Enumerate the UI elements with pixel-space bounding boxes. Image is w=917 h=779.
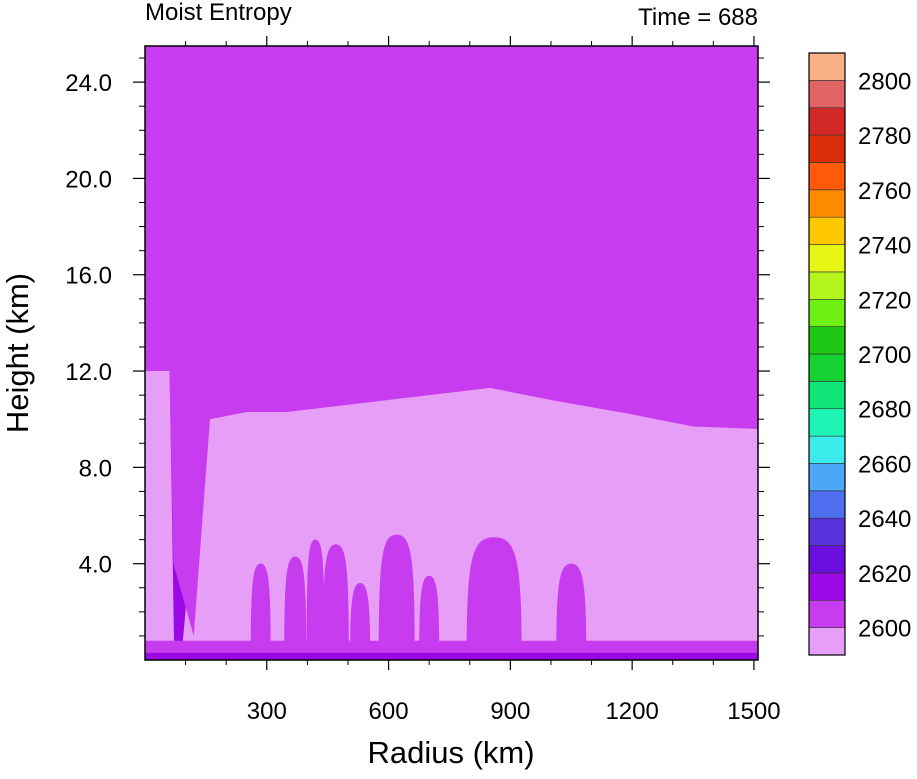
colorbar-label-2780: 2780 xyxy=(858,123,911,150)
plume-1 xyxy=(284,556,307,656)
colorbar-box-19 xyxy=(808,107,846,136)
colorbar-label-2720: 2720 xyxy=(858,287,911,314)
plume-2 xyxy=(306,539,325,656)
colorbar-label-2640: 2640 xyxy=(858,506,911,533)
colorbar-frame xyxy=(808,52,846,656)
y-tick-label-8: 8.0 xyxy=(79,455,112,482)
colorbar-box-3 xyxy=(808,545,846,574)
colorbar-label-2700: 2700 xyxy=(858,342,911,369)
colorbar-box-17 xyxy=(808,162,846,191)
y-axis-label: Height (km) xyxy=(0,273,35,433)
colorbar-box-4 xyxy=(808,517,846,546)
x-tick-label-600: 600 xyxy=(369,698,409,725)
colorbar-label-2620: 2620 xyxy=(858,561,911,588)
surface-layer xyxy=(145,652,758,660)
colorbar-box-13 xyxy=(808,271,846,300)
chart-title-left: Moist Entropy xyxy=(145,0,292,26)
y-tick-label-16: 16.0 xyxy=(65,263,112,290)
colorbar-box-5 xyxy=(808,490,846,519)
colorbar-box-8 xyxy=(808,408,846,437)
x-axis-label: Radius (km) xyxy=(367,735,534,770)
plot-frame xyxy=(144,45,759,661)
colorbar-box-9 xyxy=(808,381,846,410)
colorbar-label-2740: 2740 xyxy=(858,233,911,260)
contour-field xyxy=(145,46,758,660)
colorbar-label-2680: 2680 xyxy=(858,397,911,424)
colorbar-box-2 xyxy=(808,572,846,601)
chart-title-right: Time = 688 xyxy=(638,4,758,31)
plume-7 xyxy=(466,537,522,656)
y-tick-label-4: 4.0 xyxy=(79,552,112,579)
colorbar-box-0 xyxy=(808,627,846,656)
colorbar-label-2800: 2800 xyxy=(858,68,911,95)
colorbar-label-2660: 2660 xyxy=(858,451,911,478)
x-tick-label-1500: 1500 xyxy=(727,698,780,725)
x-tick-label-300: 300 xyxy=(247,698,287,725)
colorbar-box-15 xyxy=(808,216,846,245)
colorbar-box-7 xyxy=(808,435,846,464)
axis-ticks: 300 600 900 1200 1500 4.0 8.0 12.0 16.0 20.0 24.0 xyxy=(65,36,781,725)
colorbar-box-20 xyxy=(808,80,846,109)
colorbar-box-21 xyxy=(808,52,846,81)
colorbar-box-11 xyxy=(808,326,846,355)
colorbar-label-2760: 2760 xyxy=(858,178,911,205)
colorbar-box-1 xyxy=(808,599,846,628)
colorbar-box-18 xyxy=(808,134,846,163)
x-tick-label-1200: 1200 xyxy=(605,698,658,725)
y-tick-label-12: 12.0 xyxy=(65,359,112,386)
contour-band-19 xyxy=(145,46,758,636)
colorbar-box-16 xyxy=(808,189,846,218)
plume-4 xyxy=(350,582,371,656)
colorbar-label-2600: 2600 xyxy=(858,616,911,643)
colorbar-box-14 xyxy=(808,244,846,273)
y-tick-label-20: 20.0 xyxy=(65,166,112,193)
plume-3 xyxy=(322,544,349,656)
colorbar-box-10 xyxy=(808,353,846,382)
x-tick-label-900: 900 xyxy=(490,698,530,725)
plume-0 xyxy=(250,563,271,656)
plume-8 xyxy=(556,563,587,656)
colorbar-box-12 xyxy=(808,298,846,327)
y-tick-label-24: 24.0 xyxy=(65,70,112,97)
colorbar-box-6 xyxy=(808,463,846,492)
colorbar: 2600 2620 2640 2660 2680 2700 2720 2740 2760 2780… xyxy=(808,52,911,656)
plume-5 xyxy=(378,534,415,656)
plume-6 xyxy=(419,575,440,656)
